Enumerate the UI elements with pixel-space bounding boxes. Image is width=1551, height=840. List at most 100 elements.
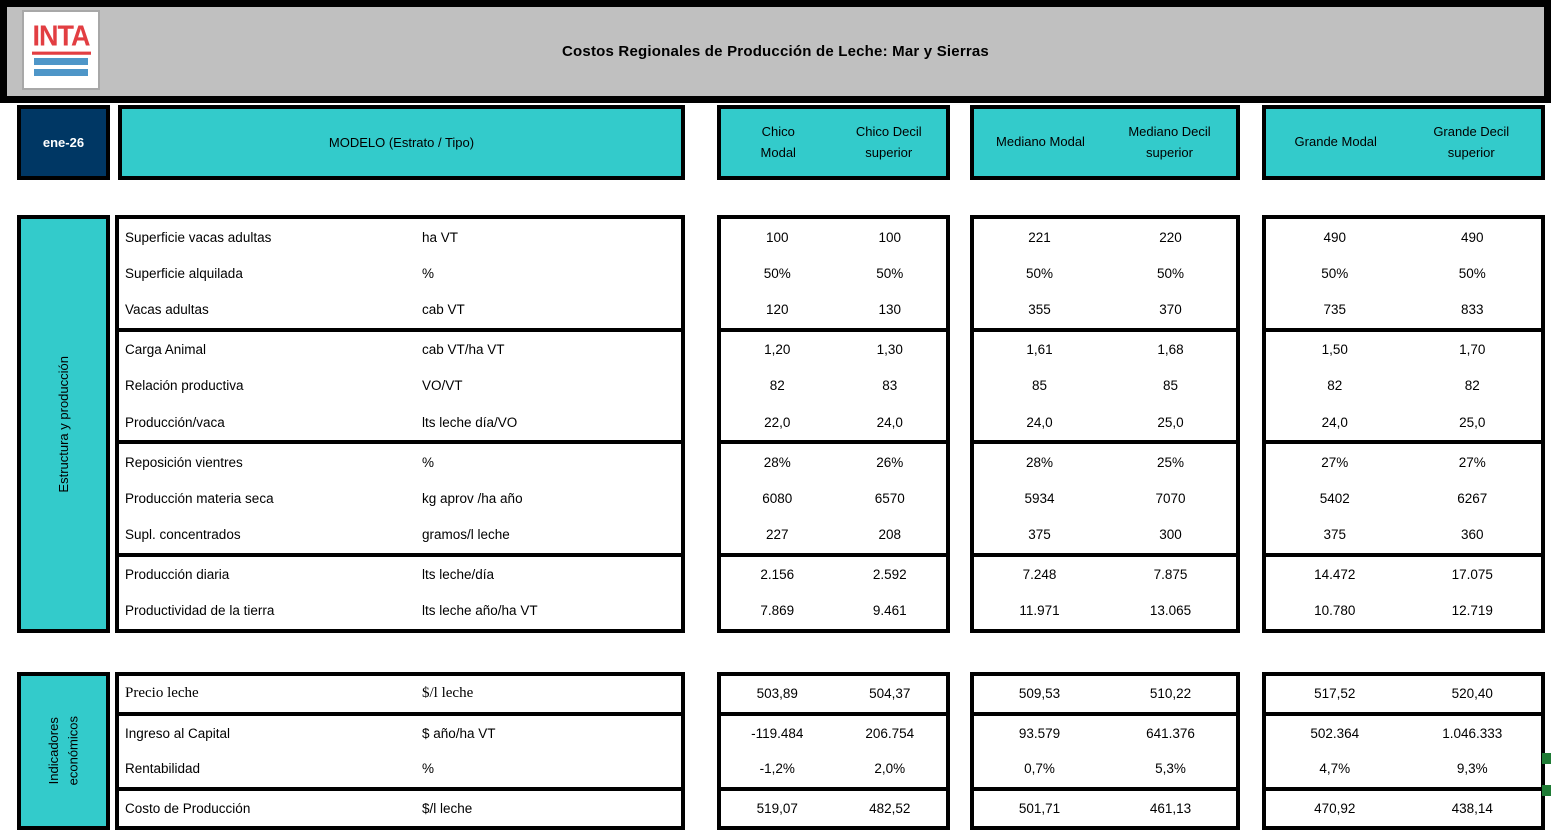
table-row: 5402 6267 <box>1266 480 1541 516</box>
table-row: Carga Animal cab VT/ha VT <box>119 332 681 368</box>
cell-value: 24,0 <box>1321 414 1348 430</box>
cell-value: 25% <box>1156 454 1185 470</box>
row-unit: gramos/l leche <box>422 527 510 543</box>
cell-value: 7070 <box>1155 490 1186 506</box>
cell-value: 490 <box>1323 229 1347 245</box>
cell-value: 50% <box>876 265 904 281</box>
cell-value: 26% <box>876 454 904 470</box>
cell-value: 504,37 <box>869 686 911 702</box>
table-row: 28% 25% <box>974 444 1236 480</box>
cell-value: 120 <box>765 301 789 317</box>
row-label: Rentabilidad <box>125 761 201 777</box>
table-row: -119.484 206.754 <box>721 716 946 752</box>
table-row: Superficie alquilada% <box>119 255 681 291</box>
cell-value: 517,52 <box>1314 686 1356 702</box>
cell-value: 2.156 <box>760 567 795 583</box>
table-row: 1,20 1,30 <box>721 332 946 368</box>
section-2-values-1: 503,89 504,37 -119.484 206.754 -1,2% 2,0% 519,… <box>717 672 950 830</box>
cell-value: 9.461 <box>872 603 907 619</box>
cell-value: 82 <box>769 378 785 394</box>
table-row: 470,92 438,14 <box>1266 791 1541 827</box>
cell-value: 12.719 <box>1451 603 1493 619</box>
table-row: Supl. concentrados gramos/l leche <box>119 517 681 557</box>
cell-value: 461,13 <box>1149 800 1192 816</box>
cell-value: 482,52 <box>869 800 911 816</box>
column-header: Mediano Modal <box>996 134 1085 150</box>
inta-logo: INTA <box>22 10 100 90</box>
table-row: 2.156 2.592 <box>721 557 946 593</box>
table-row: Vacas adultas cab VT <box>119 291 681 332</box>
cell-value: 25,0 <box>1459 414 1486 430</box>
cell-value: 7.869 <box>760 603 795 619</box>
cell-value: 50% <box>1321 265 1349 281</box>
table-row: 27% 27% <box>1266 444 1541 480</box>
cell-value: 10.780 <box>1314 603 1356 619</box>
table-row: 82 82 <box>1266 368 1541 404</box>
cell-value: 22,0 <box>764 414 791 430</box>
row-label: Precio leche <box>125 685 199 702</box>
table-row: 490 490 <box>1266 219 1541 255</box>
cell-value: -119.484 <box>751 725 804 741</box>
table-row: 10.780 12.719 <box>1266 593 1541 629</box>
table-row: 355 370 <box>974 291 1236 332</box>
table-row: Rentabilidad% <box>119 751 681 791</box>
cell-value: 50% <box>1025 265 1054 281</box>
model-header-cell: MODELO (Estrato / Tipo) <box>118 105 685 180</box>
cell-value: 93.579 <box>1018 725 1061 741</box>
cell-value: 85 <box>1162 378 1179 394</box>
inta-logo-bar <box>34 58 88 66</box>
table-row: 0,7% 5,3% <box>974 751 1236 791</box>
row-label: Productividad de la tierra <box>125 603 275 619</box>
table-row: 7.248 7.875 <box>974 557 1236 593</box>
table-row: 11.971 13.065 <box>974 593 1236 629</box>
table-row: 24,0 25,0 <box>1266 404 1541 445</box>
row-unit: kg aprov /ha año <box>422 490 523 506</box>
cell-value: 27% <box>1458 454 1486 470</box>
green-edge-marker <box>1542 785 1551 796</box>
cell-value: 206.754 <box>865 725 915 741</box>
section-1-values-2: 221 220 50% 50% 355 370 1,61 1,68 85 85 24,0 25,0 28… <box>970 215 1240 633</box>
row-label: Producción/vaca <box>125 414 225 430</box>
cell-value: 438,14 <box>1451 800 1493 816</box>
section-1-labels: Superficie vacas adultas ha VT Superficie … <box>115 215 685 633</box>
cell-value: 509,53 <box>1018 686 1061 702</box>
cell-value: 11.971 <box>1019 603 1060 619</box>
green-edge-marker <box>1542 753 1551 764</box>
cell-value: 490 <box>1460 229 1484 245</box>
cell-value: 221 <box>1028 229 1051 245</box>
cell-value: 300 <box>1159 527 1182 543</box>
table-row: 502.364 1.046.333 <box>1266 716 1541 752</box>
table-row: Costo de Producción $/l leche <box>119 791 681 827</box>
section-1-side-label: Estructura y producción <box>17 215 110 633</box>
cell-value: 9,3% <box>1456 761 1488 777</box>
cell-value: 100 <box>765 229 789 245</box>
cell-value: 82 <box>1464 378 1480 394</box>
table-row: 227 208 <box>721 517 946 557</box>
cell-value: 85 <box>1031 378 1048 394</box>
cell-value: 735 <box>1323 301 1347 317</box>
cell-value: 50% <box>763 265 791 281</box>
cell-value: 208 <box>878 527 902 543</box>
group-header-mediano: Mediano Modal Mediano Decil superior <box>970 105 1240 180</box>
table-row: 509,53 510,22 <box>974 676 1236 716</box>
cell-value: 2,0% <box>874 761 906 777</box>
cell-value: 5,3% <box>1155 761 1186 777</box>
inta-logo-bar <box>34 69 88 77</box>
inta-logo-text: INTA <box>31 22 91 55</box>
table-row: 100 100 <box>721 219 946 255</box>
table-row: 517,52 520,40 <box>1266 676 1541 716</box>
table-row: 22,0 24,0 <box>721 404 946 445</box>
section-2-values-3: 517,52 520,40 502.364 1.046.333 4,7% 9,3% 470,… <box>1262 672 1545 830</box>
table-row: 375 360 <box>1266 517 1541 557</box>
table-row: 85 85 <box>974 368 1236 404</box>
table-row: -1,2% 2,0% <box>721 751 946 791</box>
table-row: 50% 50% <box>974 255 1236 291</box>
cell-value: 5934 <box>1024 490 1055 506</box>
cell-value: 503,89 <box>756 686 798 702</box>
cell-value: 14.472 <box>1314 567 1356 583</box>
table-row: 375 300 <box>974 517 1236 557</box>
cell-value: 520,40 <box>1451 686 1493 702</box>
row-unit: cab VT/ha VT <box>422 342 505 358</box>
table-row: 4,7% 9,3% <box>1266 751 1541 791</box>
